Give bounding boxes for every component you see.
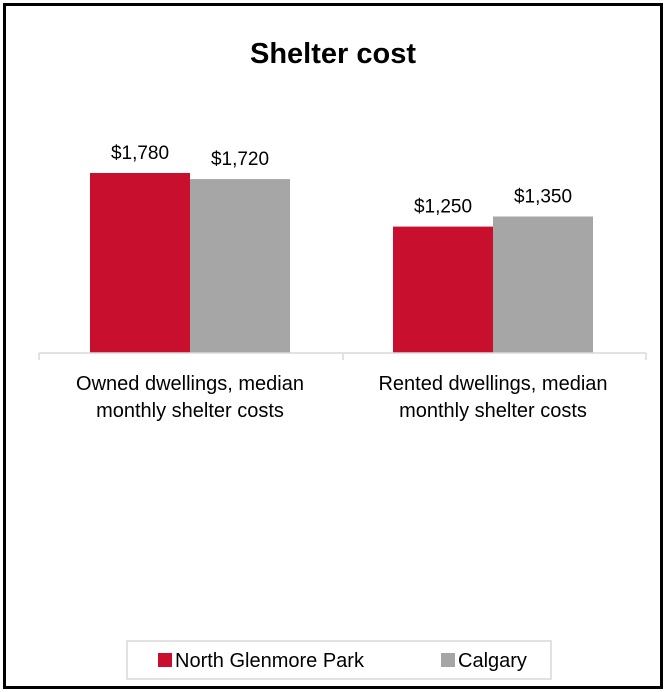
legend-label: Calgary: [458, 650, 527, 672]
legend-box: [126, 640, 552, 680]
category-label: monthly shelter costs: [399, 400, 587, 422]
category-label: Owned dwellings, median: [76, 373, 304, 395]
data-label: $1,720: [211, 149, 269, 170]
legend-swatch: [441, 653, 455, 667]
chart-title: Shelter cost: [250, 38, 416, 70]
bar-series2-cat1: [190, 179, 290, 353]
category-label: Rented dwellings, median: [378, 373, 607, 395]
bars-group: [90, 173, 593, 353]
legend-swatch: [158, 653, 172, 667]
data-label: $1,780: [111, 143, 169, 164]
bar-series2-cat2: [493, 216, 593, 353]
legend: North Glenmore Park Calgary: [158, 650, 527, 672]
category-label: monthly shelter costs: [96, 400, 284, 422]
data-label: $1,350: [514, 186, 572, 207]
data-label: $1,250: [414, 197, 472, 218]
legend-label: North Glenmore Park: [175, 650, 365, 672]
bar-series1-cat1: [90, 173, 190, 353]
data-labels-group: $1,780 $1,250 $1,720 $1,350: [111, 143, 572, 218]
bar-series1-cat2: [393, 226, 493, 353]
category-labels-group: Owned dwellings, median monthly shelter c…: [76, 373, 607, 422]
